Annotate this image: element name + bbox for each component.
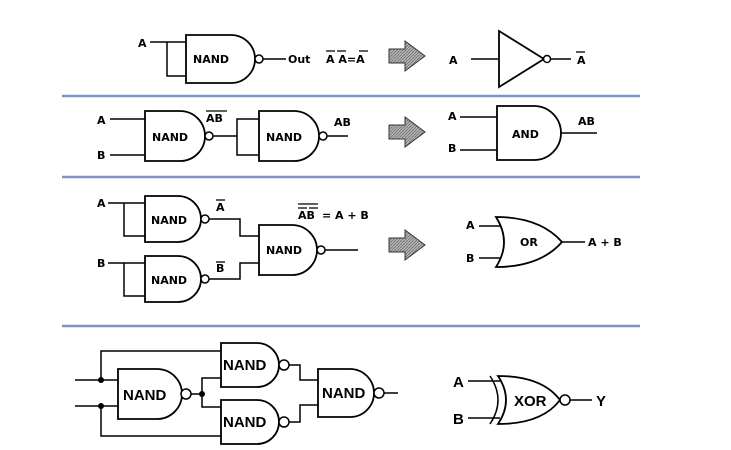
- label-a-plus-b: A + B: [588, 236, 622, 249]
- xor-gate: [496, 375, 562, 425]
- label-a: A: [138, 37, 147, 50]
- label-a: A: [466, 219, 475, 232]
- gate-label: NAND: [266, 131, 302, 144]
- wire: [75, 379, 118, 407]
- label-b: B: [466, 252, 474, 265]
- wire: [479, 225, 502, 259]
- not-gate: [498, 29, 546, 89]
- gate-label: NAND: [266, 244, 302, 257]
- thick-right-arrow-icon: [388, 40, 426, 72]
- xor-input-arc: [489, 375, 499, 425]
- wire: [100, 350, 221, 437]
- wire: [460, 116, 497, 151]
- label-b: B: [448, 142, 456, 155]
- wire: [108, 262, 145, 297]
- label-b: B: [97, 257, 105, 270]
- label-a: A: [97, 197, 106, 210]
- inverter-bubble: [254, 54, 264, 64]
- label-y: Y: [596, 393, 606, 410]
- label-ab: AB: [578, 115, 595, 128]
- label-b: B: [97, 149, 105, 162]
- or-gate: [494, 216, 564, 268]
- overline: [298, 203, 318, 209]
- inverter-bubble: [278, 416, 290, 428]
- label-ab: AB: [334, 116, 351, 129]
- label-a: A: [448, 110, 457, 123]
- label-a: A: [449, 54, 458, 67]
- label-or-equation-rhs: = A + B: [322, 209, 369, 222]
- row-not: A NAND Out A A=A A A: [138, 29, 586, 89]
- gate-label: NAND: [123, 387, 166, 404]
- thick-right-arrow-icon: [388, 229, 426, 261]
- row-and: A B NAND AB NAND AB A B AND AB: [97, 105, 597, 162]
- label-or-equation-lhs: AB: [298, 209, 315, 222]
- inverter-bubble: [373, 387, 385, 399]
- wire: [213, 118, 259, 156]
- row-xor: NAND NAND NAND NAND A B XOR Y: [75, 342, 606, 445]
- gate-label: XOR: [514, 393, 547, 410]
- label-a-bar: A: [577, 54, 586, 67]
- inverter-bubble: [542, 54, 552, 64]
- label-a: A: [97, 114, 106, 127]
- inverter-bubble: [204, 131, 214, 141]
- and-gate: [496, 105, 562, 161]
- label-b-bar: B: [216, 262, 224, 275]
- inverter-bubble: [318, 131, 328, 141]
- inverter-bubble: [316, 245, 326, 255]
- row-or: A NAND A B NAND B NAND AB = A + B A B OR…: [97, 195, 622, 303]
- label-out: Out: [288, 53, 310, 66]
- gate-label: NAND: [223, 357, 266, 374]
- gate-label: NAND: [322, 385, 365, 402]
- label-not-equation: A A=A: [326, 53, 365, 66]
- inverter-bubble: [180, 388, 192, 400]
- wire: [150, 41, 186, 77]
- wire: [108, 202, 145, 237]
- gate-label: NAND: [193, 53, 229, 66]
- wire: [289, 364, 318, 423]
- junction-dot: [199, 391, 205, 397]
- gate-label: NAND: [223, 414, 266, 431]
- inverter-bubble: [559, 394, 571, 406]
- inverter-bubble: [200, 214, 210, 224]
- wire: [110, 118, 145, 156]
- gate-label: OR: [520, 236, 538, 249]
- wire: [468, 380, 500, 419]
- label-a-bar: A: [216, 201, 225, 214]
- gate-label: AND: [512, 128, 539, 141]
- inverter-bubble: [200, 274, 210, 284]
- wire: [209, 218, 259, 280]
- label-a: A: [453, 374, 464, 391]
- thick-right-arrow-icon: [388, 116, 426, 148]
- inverter-bubble: [278, 359, 290, 371]
- gate-label: NAND: [151, 274, 187, 287]
- label-b: B: [453, 411, 464, 428]
- label-ab-bar: AB: [206, 112, 223, 125]
- wire: [191, 377, 221, 408]
- gate-label: NAND: [152, 131, 188, 144]
- gate-label: NAND: [151, 214, 187, 227]
